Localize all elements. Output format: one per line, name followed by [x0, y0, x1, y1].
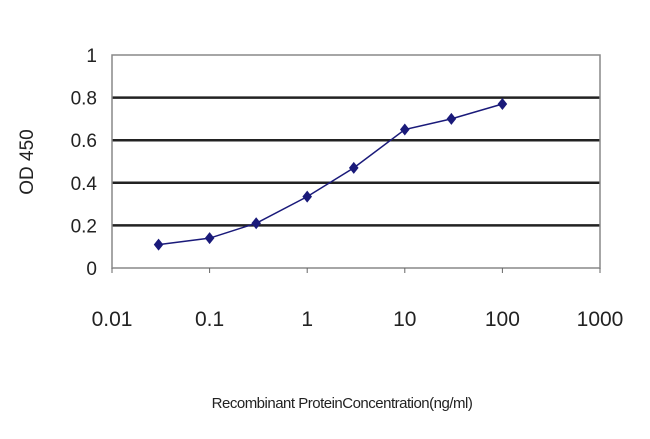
- data-point: [153, 238, 164, 251]
- series: [153, 97, 508, 251]
- data-point: [446, 112, 457, 125]
- y-axis-ticks: 0 0.2 0.4 0.6 0.8 1: [71, 46, 98, 280]
- gridlines: [112, 96, 600, 227]
- data-point: [204, 232, 215, 245]
- y-tick-label: 0: [86, 259, 97, 280]
- series-line: [158, 103, 503, 246]
- x-tick-label: 1: [301, 308, 313, 331]
- x-tick-label: 100: [485, 308, 520, 331]
- data-point: [497, 97, 508, 110]
- plot-area-frame: [111, 54, 601, 269]
- x-tick-label: 1000: [577, 308, 624, 331]
- y-tick-label: 0.6: [71, 131, 97, 152]
- x-axis-label: Recombinant ProteinConcentration(ng/ml): [212, 395, 473, 412]
- x-tick-label: 0.01: [92, 308, 133, 331]
- data-point: [251, 217, 261, 230]
- y-tick-label: 0.2: [71, 216, 97, 237]
- x-axis-ticks: 0.01 0.1 1 10 100 1000: [92, 268, 624, 331]
- y-tick-label: 1: [86, 46, 97, 67]
- y-tick-label: 0.4: [71, 174, 98, 195]
- x-tick-label: 0.1: [195, 308, 224, 331]
- data-point: [302, 190, 312, 203]
- x-tick-label: 10: [393, 308, 416, 331]
- y-axis-label: OD 450: [17, 129, 38, 194]
- y-tick-label: 0.8: [71, 89, 97, 110]
- data-point: [400, 123, 410, 136]
- data-point: [348, 161, 359, 174]
